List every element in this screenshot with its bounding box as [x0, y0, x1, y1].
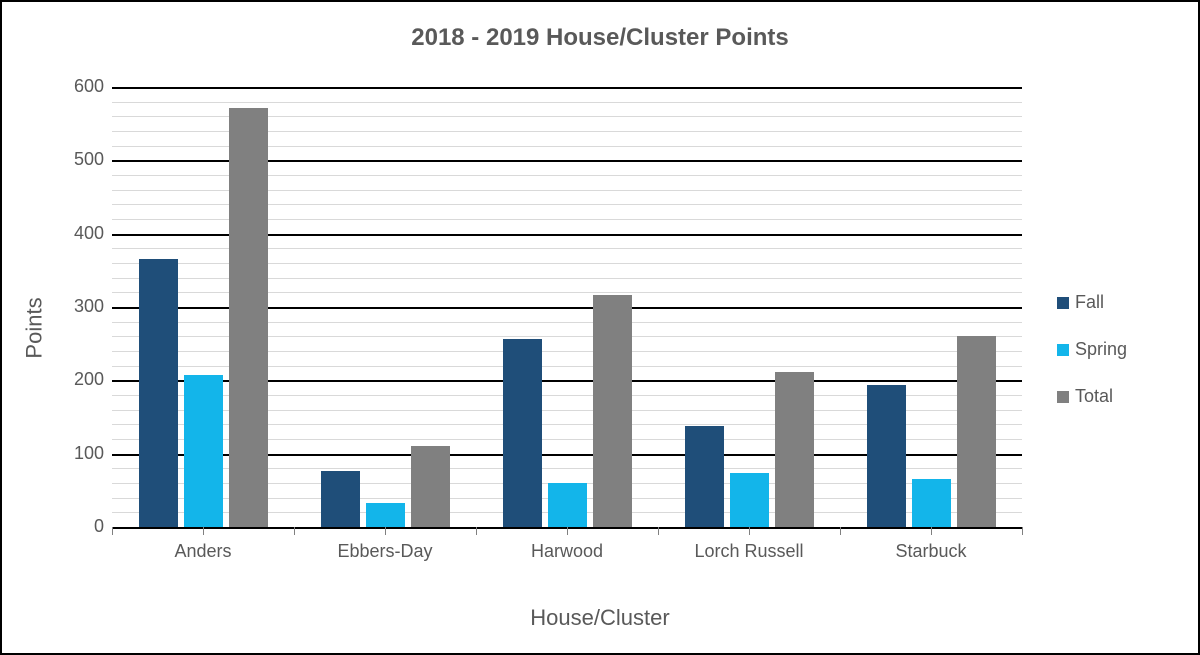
x-tick-label: Anders	[112, 541, 294, 562]
legend-item: Spring	[1057, 339, 1127, 360]
bar	[775, 372, 814, 527]
x-tick-mark	[385, 527, 386, 535]
bar	[503, 339, 542, 527]
chart-title: 2018 - 2019 House/Cluster Points	[2, 24, 1198, 52]
plot-area	[112, 87, 1022, 527]
x-tick-mark	[203, 527, 204, 535]
bar	[685, 426, 724, 527]
x-tick-mark	[931, 527, 932, 535]
legend-item: Total	[1057, 386, 1127, 407]
x-tick-mark	[840, 527, 841, 535]
x-tick-label: Starbuck	[840, 541, 1022, 562]
x-tick-mark	[112, 527, 113, 535]
legend-swatch-icon	[1057, 391, 1069, 403]
legend-swatch-icon	[1057, 344, 1069, 356]
legend-label: Spring	[1075, 339, 1127, 360]
chart-frame: 2018 - 2019 House/Cluster Points Points …	[0, 0, 1200, 655]
x-axis-label: House/Cluster	[2, 605, 1198, 631]
bar	[411, 446, 450, 527]
y-tick-label: 100	[54, 443, 104, 464]
bar	[548, 483, 587, 527]
y-tick-label: 500	[54, 149, 104, 170]
legend: Fall Spring Total	[1057, 292, 1127, 407]
y-tick-label: 600	[54, 76, 104, 97]
y-tick-label: 0	[54, 516, 104, 537]
legend-swatch-icon	[1057, 297, 1069, 309]
bar	[366, 503, 405, 527]
x-tick-mark	[567, 527, 568, 535]
bar	[912, 479, 951, 527]
bar	[593, 295, 632, 527]
y-axis-label-wrap: Points	[20, 2, 50, 653]
bar	[139, 259, 178, 527]
x-tick-label: Harwood	[476, 541, 658, 562]
y-tick-label: 300	[54, 296, 104, 317]
bar	[730, 473, 769, 527]
major-gridline	[112, 87, 1022, 89]
x-tick-label: Lorch Russell	[658, 541, 840, 562]
bar	[229, 108, 268, 527]
x-tick-mark	[749, 527, 750, 535]
y-axis-label: Points	[22, 297, 48, 358]
x-tick-mark	[476, 527, 477, 535]
minor-gridline	[112, 102, 1022, 103]
bar	[184, 375, 223, 527]
bar	[321, 471, 360, 527]
bar	[867, 385, 906, 527]
x-tick-mark	[1022, 527, 1023, 535]
y-tick-label: 400	[54, 223, 104, 244]
legend-label: Fall	[1075, 292, 1104, 313]
legend-item: Fall	[1057, 292, 1127, 313]
bar	[957, 336, 996, 527]
x-tick-mark	[294, 527, 295, 535]
legend-label: Total	[1075, 386, 1113, 407]
x-tick-label: Ebbers-Day	[294, 541, 476, 562]
x-tick-mark	[658, 527, 659, 535]
y-tick-label: 200	[54, 369, 104, 390]
